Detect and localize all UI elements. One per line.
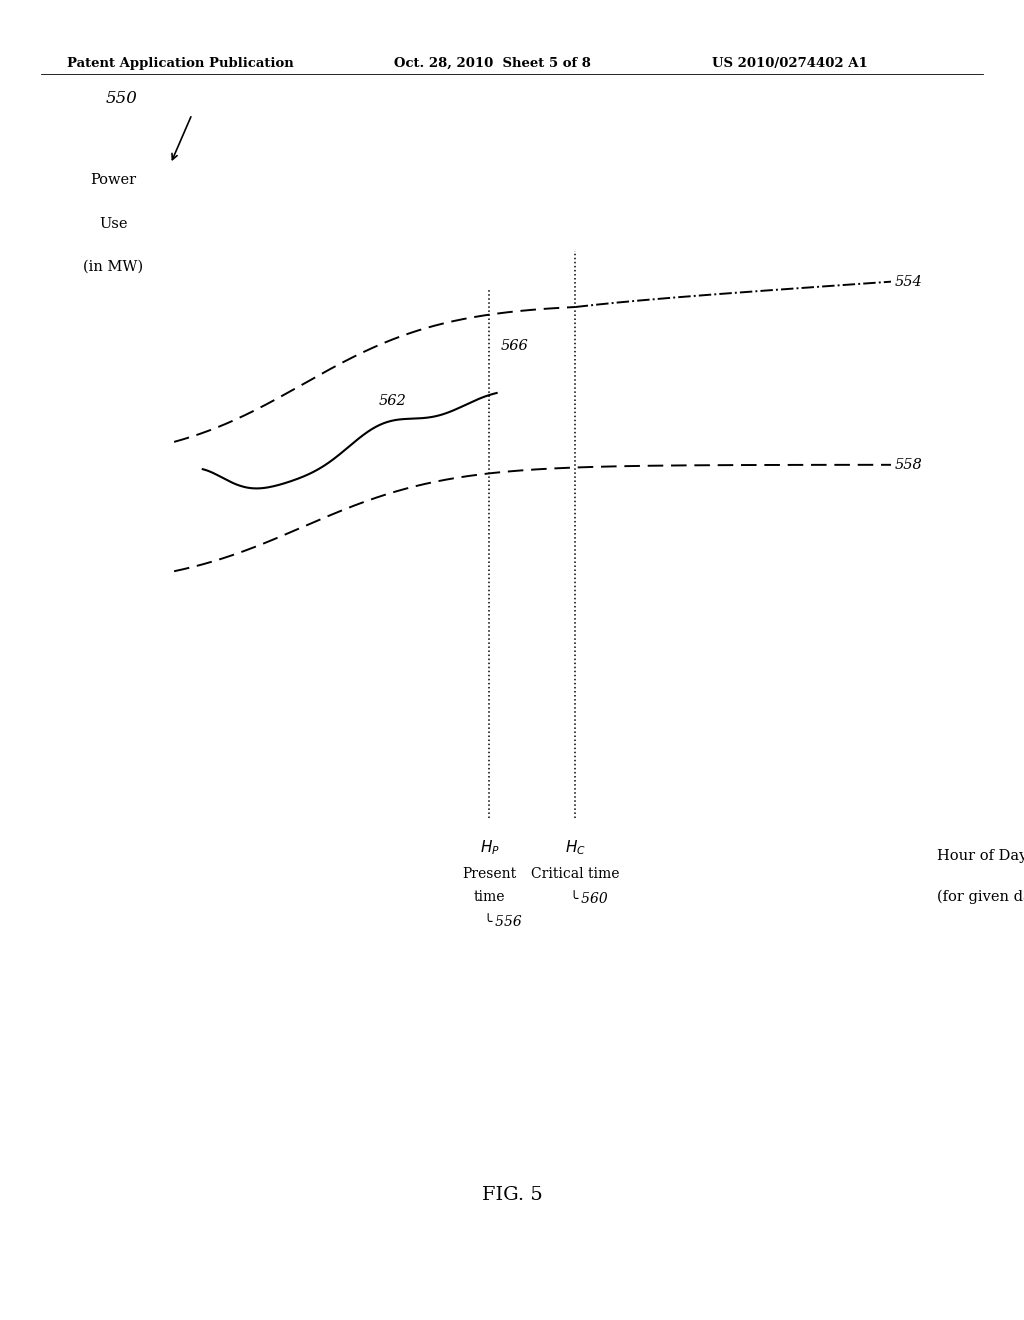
Text: 566: 566 <box>501 339 528 354</box>
Text: US 2010/0274402 A1: US 2010/0274402 A1 <box>712 57 867 70</box>
Text: time: time <box>474 890 505 904</box>
Text: Oct. 28, 2010  Sheet 5 of 8: Oct. 28, 2010 Sheet 5 of 8 <box>394 57 591 70</box>
Text: Critical time: Critical time <box>531 867 620 882</box>
Text: Use: Use <box>99 216 127 231</box>
Text: $H_P$: $H_P$ <box>479 838 500 857</box>
Text: 554: 554 <box>895 275 923 289</box>
Text: ╰ 560: ╰ 560 <box>570 892 608 907</box>
Text: (for given day): (for given day) <box>938 890 1024 904</box>
Text: Hour of Day: Hour of Day <box>938 850 1024 863</box>
Text: 562: 562 <box>379 395 407 408</box>
Text: Power: Power <box>90 173 136 187</box>
Text: (in MW): (in MW) <box>83 260 143 275</box>
Text: 558: 558 <box>895 458 923 471</box>
Text: 550: 550 <box>106 90 138 107</box>
Text: $H_C$: $H_C$ <box>565 838 586 857</box>
Text: ╰ 556: ╰ 556 <box>484 915 522 929</box>
Text: Patent Application Publication: Patent Application Publication <box>67 57 293 70</box>
Text: Present: Present <box>463 867 516 882</box>
Text: FIG. 5: FIG. 5 <box>481 1185 543 1204</box>
